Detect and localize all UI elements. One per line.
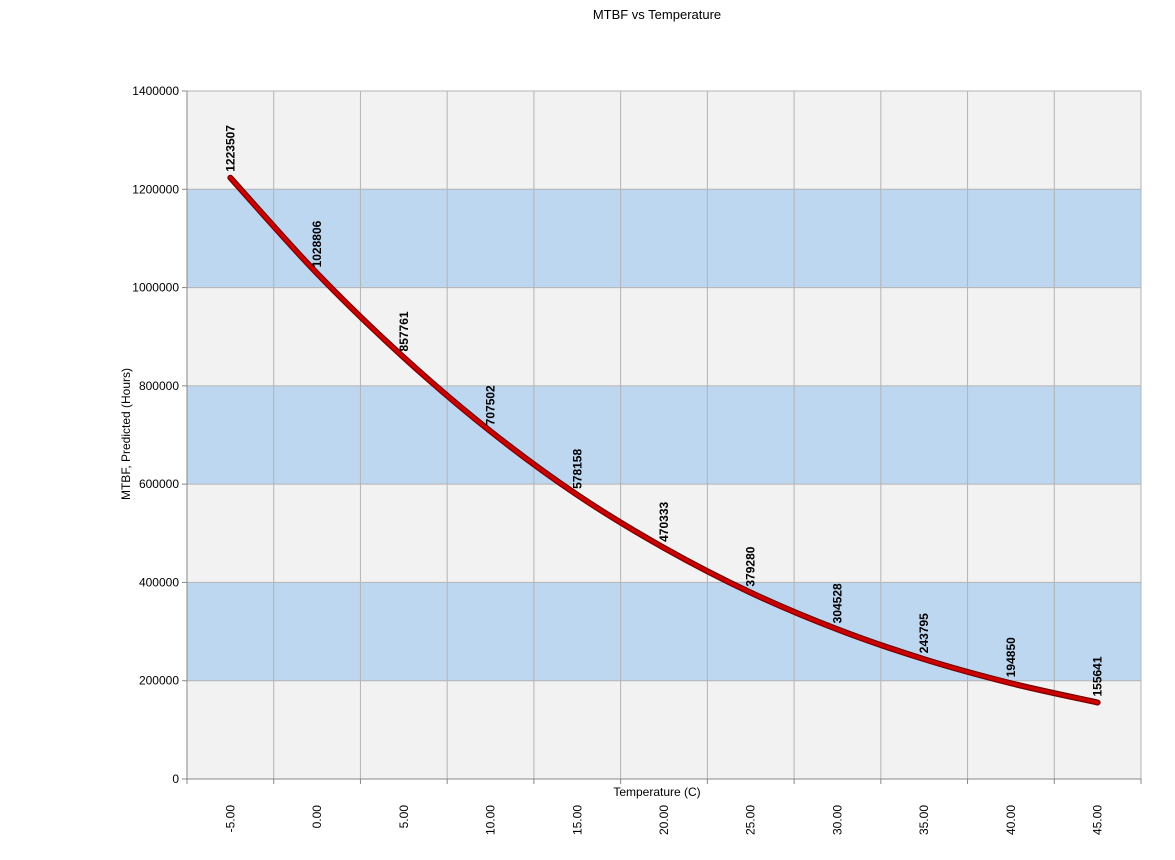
x-tick-label: 20.00	[657, 805, 671, 835]
y-tick-label: 1400000	[132, 84, 179, 98]
data-label: 470333	[657, 501, 671, 541]
data-label: 707502	[484, 385, 498, 425]
data-label: 1223507	[223, 125, 237, 172]
data-label: 243795	[917, 613, 931, 653]
data-label: 578158	[570, 449, 584, 489]
x-tick-label: 5.00	[397, 805, 411, 829]
data-point	[1096, 701, 1100, 705]
x-tick-label: 10.00	[484, 805, 498, 835]
plot-band	[187, 582, 1141, 681]
data-point	[402, 355, 406, 359]
plot-band	[187, 287, 1141, 386]
y-tick-label: 1000000	[132, 281, 179, 295]
x-tick-label: 25.00	[744, 805, 758, 835]
x-tick-label: 45.00	[1091, 805, 1105, 835]
data-point	[575, 493, 579, 497]
y-tick-label: 600000	[139, 477, 179, 491]
x-tick-label: -5.00	[223, 805, 237, 833]
x-axis-title: Temperature (C)	[613, 785, 700, 799]
data-point	[228, 176, 232, 180]
data-point	[1009, 681, 1013, 685]
data-label: 304528	[830, 583, 844, 623]
plot-band	[187, 189, 1141, 288]
y-axis-title: MTBF, Predicted (Hours)	[119, 368, 133, 500]
x-tick-label: 35.00	[917, 805, 931, 835]
y-tick-label: 800000	[139, 379, 179, 393]
x-tick-label: 30.00	[830, 805, 844, 835]
data-point	[922, 657, 926, 661]
data-point	[835, 627, 839, 631]
data-label: 155641	[1091, 656, 1105, 696]
chart-title: MTBF vs Temperature	[593, 7, 721, 22]
y-tick-label: 200000	[139, 674, 179, 688]
x-tick-label: 0.00	[310, 805, 324, 829]
x-tick-label: 15.00	[570, 805, 584, 835]
x-axis: -5.00 0.00 5.00 10.00 15.00 20.00 25.00 30.00 35…	[186, 778, 1142, 835]
data-label: 1028806	[310, 220, 324, 267]
data-point	[315, 271, 319, 275]
y-tick-label: 400000	[139, 575, 179, 589]
data-label-layer: 1223507 1028806 857761 707502 578158 470333 37…	[223, 125, 1104, 697]
data-label: 857761	[397, 311, 411, 351]
data-point	[749, 591, 753, 595]
plot-grid	[186, 90, 1142, 780]
plot-bands	[187, 91, 1141, 779]
y-tick-label: 1200000	[132, 182, 179, 196]
data-point	[662, 546, 666, 550]
plot-band	[187, 680, 1141, 779]
plot-band	[187, 91, 1141, 190]
plot-band	[187, 484, 1141, 583]
plot-band	[187, 385, 1141, 485]
y-tick-label: 0	[172, 772, 179, 786]
x-tick-label: 40.00	[1004, 805, 1018, 835]
series-line	[228, 175, 1100, 705]
data-label: 379280	[744, 546, 758, 586]
data-point	[489, 429, 493, 433]
data-label: 194850	[1004, 637, 1018, 677]
y-axis: 0 200000 400000 600000 800000 1000000 1200000 1…	[132, 84, 188, 786]
series-layer	[227, 174, 1101, 706]
